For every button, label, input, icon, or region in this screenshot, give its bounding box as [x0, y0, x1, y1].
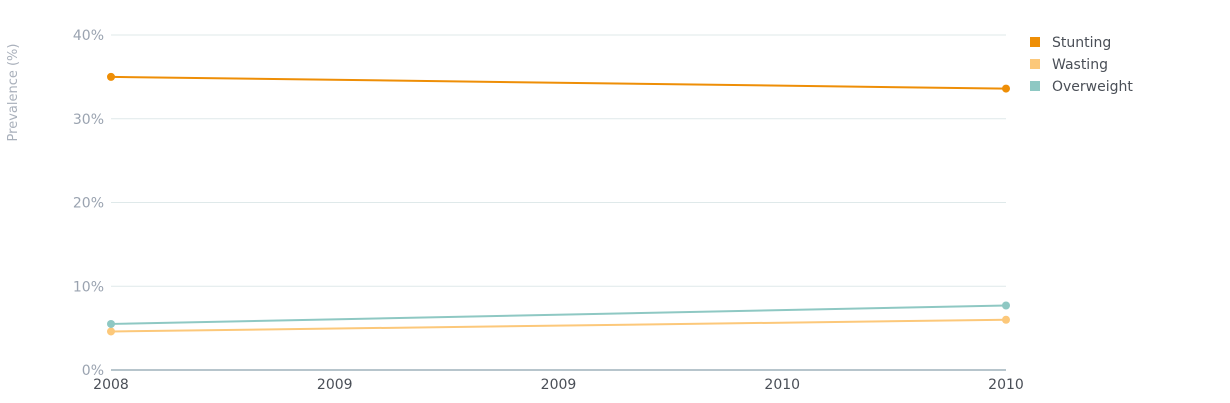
legend-swatch — [1030, 81, 1040, 91]
data-point — [1002, 315, 1010, 324]
series-line — [110, 304, 1007, 325]
x-tick-label: 2009 — [541, 377, 577, 393]
y-tick-label: 20% — [73, 196, 104, 212]
data-point — [107, 327, 115, 336]
y-axis-label: Prevalence (%) — [6, 44, 21, 142]
x-tick-label: 2010 — [988, 377, 1024, 393]
y-tick-label: 40% — [73, 28, 104, 44]
y-axis-ticks: 0% 10% 20% 30% 40% — [73, 28, 104, 379]
gridlines — [111, 34, 1006, 371]
data-point — [1002, 84, 1010, 93]
series-line — [110, 75, 1007, 90]
series-line — [110, 318, 1007, 333]
legend: Stunting Wasting Overweight — [1030, 35, 1133, 95]
legend-label: Wasting — [1052, 57, 1108, 73]
x-tick-label: 2009 — [317, 377, 353, 393]
x-tick-label: 2008 — [93, 377, 129, 393]
data-point — [107, 319, 115, 328]
data-point — [107, 72, 115, 81]
legend-label: Overweight — [1052, 79, 1133, 95]
legend-swatch — [1030, 37, 1040, 47]
y-tick-label: 0% — [82, 363, 104, 379]
y-tick-label: 10% — [73, 279, 104, 295]
x-tick-label: 2010 — [764, 377, 800, 393]
legend-label: Stunting — [1052, 35, 1111, 51]
series-points — [107, 72, 1010, 336]
series-lines — [110, 75, 1007, 333]
data-point — [1002, 301, 1010, 310]
x-axis-ticks: 2008 2009 2009 2010 2010 — [93, 377, 1024, 393]
y-tick-label: 30% — [73, 112, 104, 128]
legend-swatch — [1030, 59, 1040, 69]
